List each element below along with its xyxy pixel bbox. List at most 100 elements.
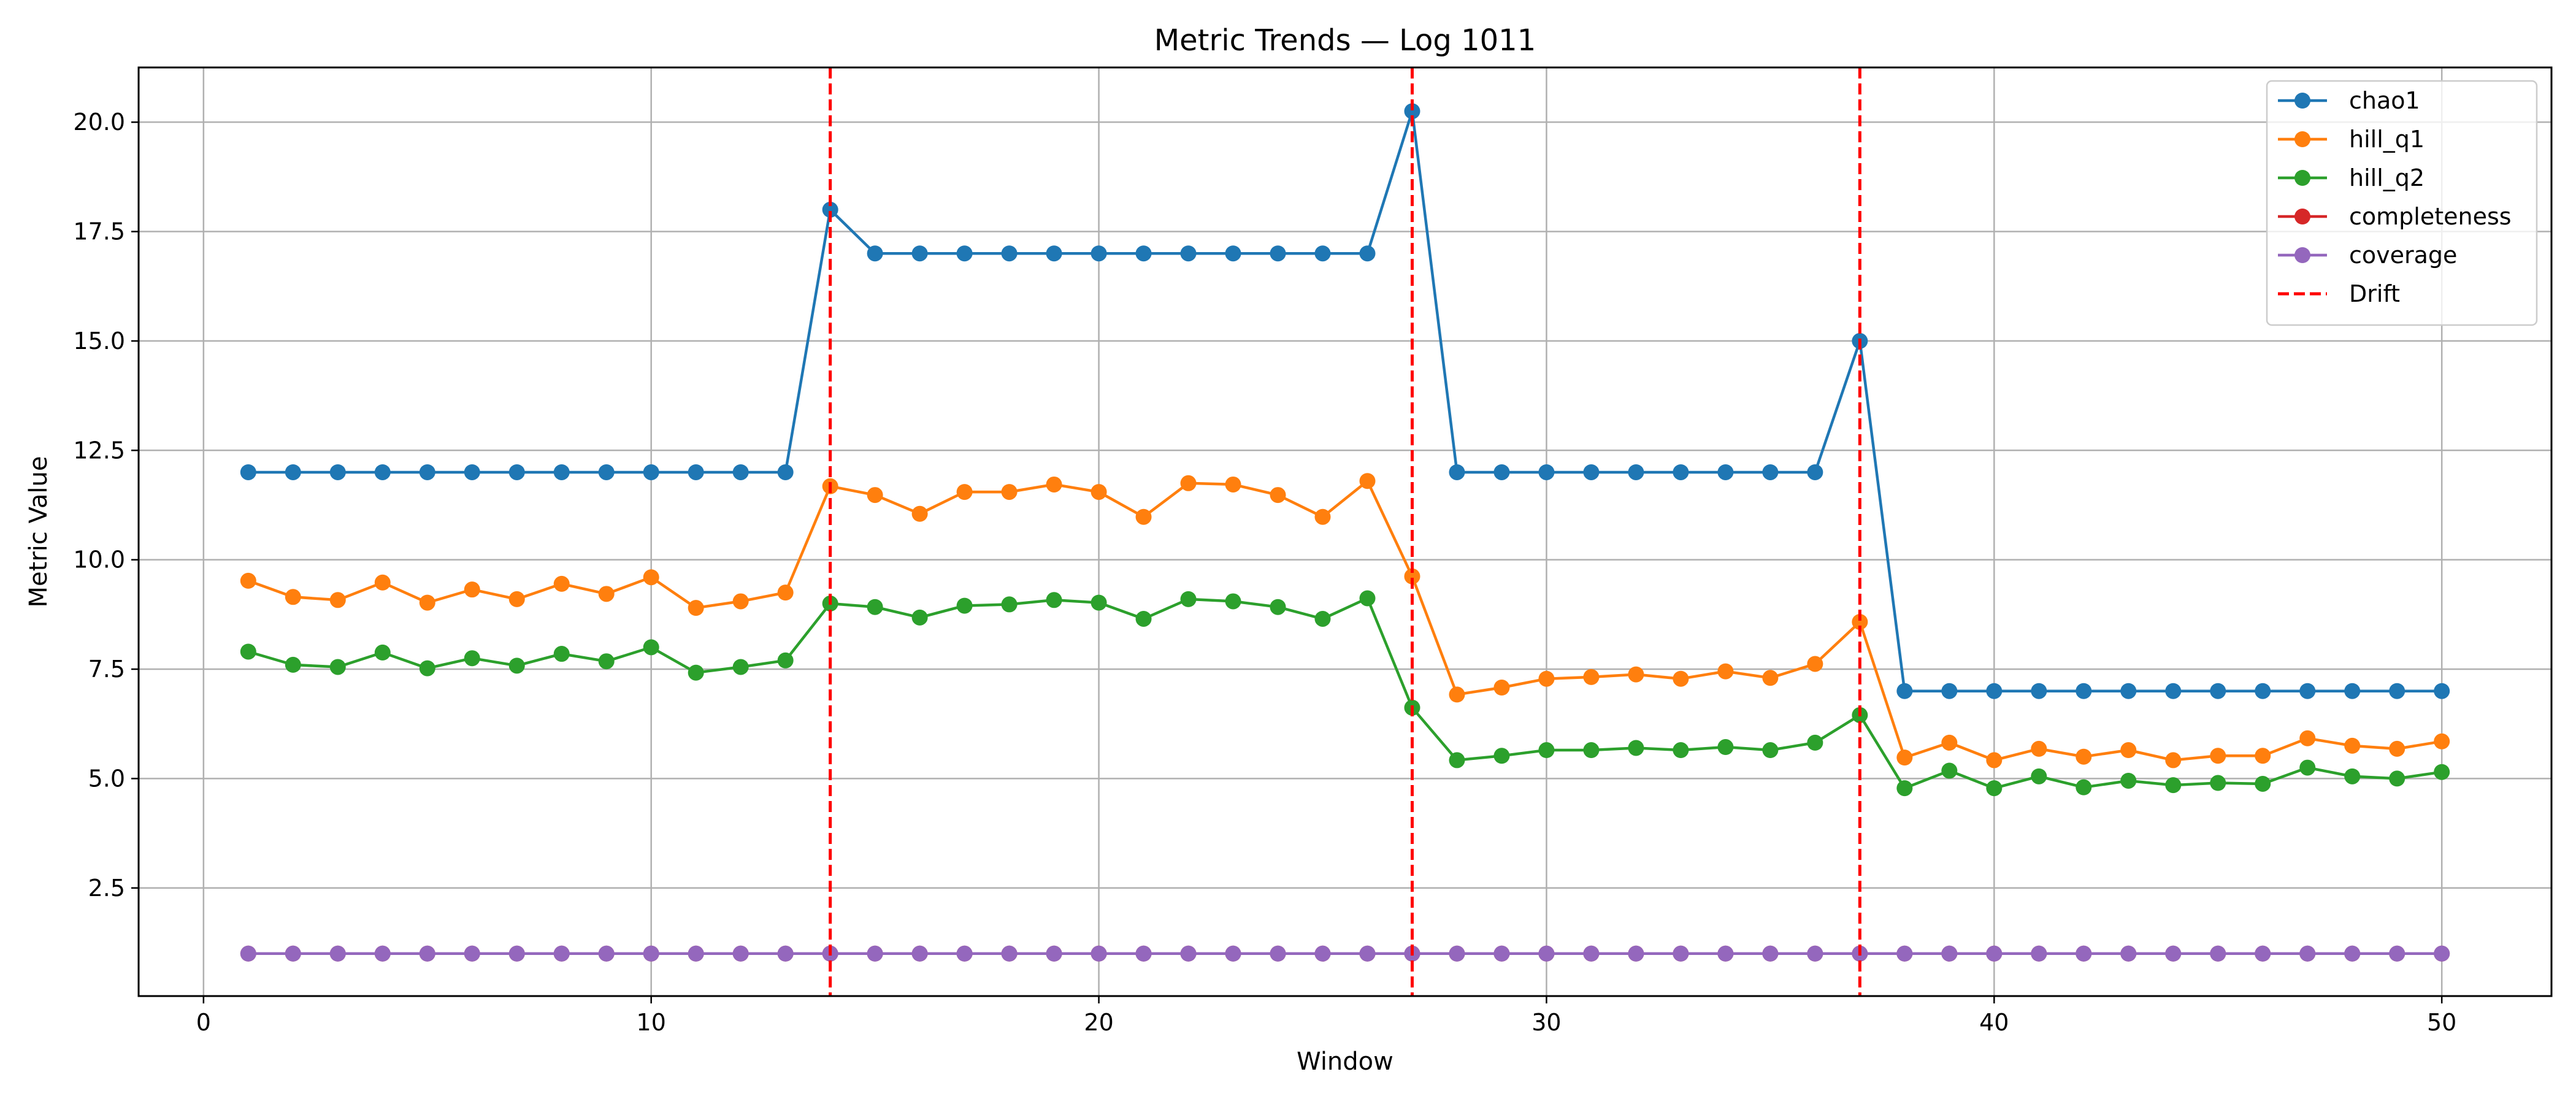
legend-swatch-marker <box>2294 93 2310 109</box>
data-point-hill_q2 <box>2076 779 2092 795</box>
legend-box <box>2266 80 2538 326</box>
data-point-coverage <box>867 945 883 962</box>
data-point-hill_q2 <box>1673 742 1689 759</box>
data-point-hill_q2 <box>1762 742 1779 759</box>
data-point-coverage <box>1270 945 1286 962</box>
data-point-chao1 <box>1180 245 1197 262</box>
data-point-hill_q2 <box>956 597 973 614</box>
data-point-hill_q2 <box>1001 596 1018 613</box>
data-point-hill_q2 <box>1225 593 1241 610</box>
data-point-hill_q1 <box>419 594 435 611</box>
data-point-hill_q2 <box>777 652 794 669</box>
data-point-coverage <box>374 945 391 962</box>
data-point-hill_q1 <box>867 487 883 504</box>
data-point-coverage <box>1091 945 1107 962</box>
data-point-chao1 <box>553 464 570 480</box>
data-point-chao1 <box>822 201 838 218</box>
y-tick-label: 20.0 <box>73 109 125 136</box>
data-point-hill_q2 <box>1941 762 1958 779</box>
data-point-hill_q1 <box>1628 666 1644 683</box>
data-point-coverage <box>2434 945 2450 962</box>
y-tick-label: 17.5 <box>73 218 125 245</box>
legend-swatch-marker <box>2294 170 2310 186</box>
data-point-chao1 <box>1449 464 1465 480</box>
data-point-hill_q1 <box>1359 473 1376 489</box>
data-point-hill_q1 <box>1449 686 1465 703</box>
data-point-coverage <box>1896 945 1913 962</box>
legend-swatch-marker <box>2294 131 2310 147</box>
data-point-hill_q2 <box>1135 610 1152 627</box>
data-point-hill_q1 <box>1852 613 1868 630</box>
data-point-chao1 <box>1896 683 1913 699</box>
data-point-hill_q2 <box>2389 770 2405 787</box>
data-point-coverage <box>1493 945 1510 962</box>
data-point-hill_q1 <box>1270 487 1286 504</box>
data-point-coverage <box>1359 945 1376 962</box>
data-point-coverage <box>1314 945 1331 962</box>
data-point-chao1 <box>1001 245 1018 262</box>
data-point-hill_q1 <box>329 592 346 608</box>
data-point-chao1 <box>1225 245 1241 262</box>
data-point-coverage <box>2210 945 2226 962</box>
data-point-coverage <box>2031 945 2047 962</box>
data-point-hill_q2 <box>1807 734 1823 751</box>
data-point-chao1 <box>1493 464 1510 480</box>
data-point-hill_q1 <box>1807 656 1823 672</box>
legend-item-coverage: coverage <box>2278 242 2457 269</box>
data-point-chao1 <box>2076 683 2092 699</box>
data-point-hill_q1 <box>2031 740 2047 757</box>
data-point-chao1 <box>732 464 749 480</box>
data-point-hill_q1 <box>1046 476 1062 493</box>
data-point-coverage <box>1538 945 1555 962</box>
data-point-hill_q1 <box>1673 670 1689 687</box>
legend-label: completeness <box>2349 203 2512 230</box>
data-point-chao1 <box>1359 245 1376 262</box>
data-point-hill_q1 <box>2165 752 2182 769</box>
data-point-coverage <box>553 945 570 962</box>
series-coverage <box>240 945 2450 962</box>
data-point-hill_q2 <box>1270 599 1286 615</box>
data-point-chao1 <box>2210 683 2226 699</box>
data-point-coverage <box>1135 945 1152 962</box>
data-point-chao1 <box>1314 245 1331 262</box>
data-point-coverage <box>911 945 928 962</box>
data-point-coverage <box>329 945 346 962</box>
data-point-coverage <box>1986 945 2003 962</box>
data-point-hill_q2 <box>2434 764 2450 780</box>
legend-item-hill_q1: hill_q1 <box>2278 126 2425 153</box>
data-point-hill_q1 <box>2434 733 2450 749</box>
legend-label: hill_q2 <box>2349 164 2425 191</box>
data-point-hill_q1 <box>1314 508 1331 525</box>
data-point-chao1 <box>2344 683 2361 699</box>
legend-label: Drift <box>2349 280 2400 307</box>
series-chao1 <box>240 103 2450 699</box>
data-point-hill_q2 <box>374 644 391 661</box>
x-tick-label: 50 <box>2427 1009 2456 1036</box>
data-point-hill_q2 <box>732 659 749 675</box>
x-tick-label: 20 <box>1084 1009 1113 1036</box>
data-point-hill_q2 <box>419 660 435 677</box>
data-point-chao1 <box>1404 103 1420 120</box>
data-point-chao1 <box>777 464 794 480</box>
data-point-hill_q2 <box>2031 768 2047 784</box>
data-point-hill_q1 <box>777 585 794 601</box>
x-tick-label: 0 <box>196 1009 211 1036</box>
data-point-hill_q2 <box>2210 775 2226 791</box>
data-point-chao1 <box>956 245 973 262</box>
data-point-chao1 <box>419 464 435 480</box>
legend-item-completeness: completeness <box>2278 203 2512 230</box>
data-point-hill_q2 <box>1359 590 1376 607</box>
legend-item-hill_q2: hill_q2 <box>2278 164 2425 191</box>
x-tick-label: 10 <box>637 1009 666 1036</box>
x-tick-label: 40 <box>1979 1009 2009 1036</box>
data-point-hill_q1 <box>2210 748 2226 764</box>
data-point-coverage <box>419 945 435 962</box>
data-point-hill_q2 <box>643 639 659 656</box>
data-point-coverage <box>2344 945 2361 962</box>
data-point-chao1 <box>1538 464 1555 480</box>
data-point-hill_q1 <box>2389 740 2405 757</box>
data-point-hill_q1 <box>688 600 704 616</box>
data-point-hill_q1 <box>1001 484 1018 500</box>
series-hill_q1 <box>240 473 2450 769</box>
